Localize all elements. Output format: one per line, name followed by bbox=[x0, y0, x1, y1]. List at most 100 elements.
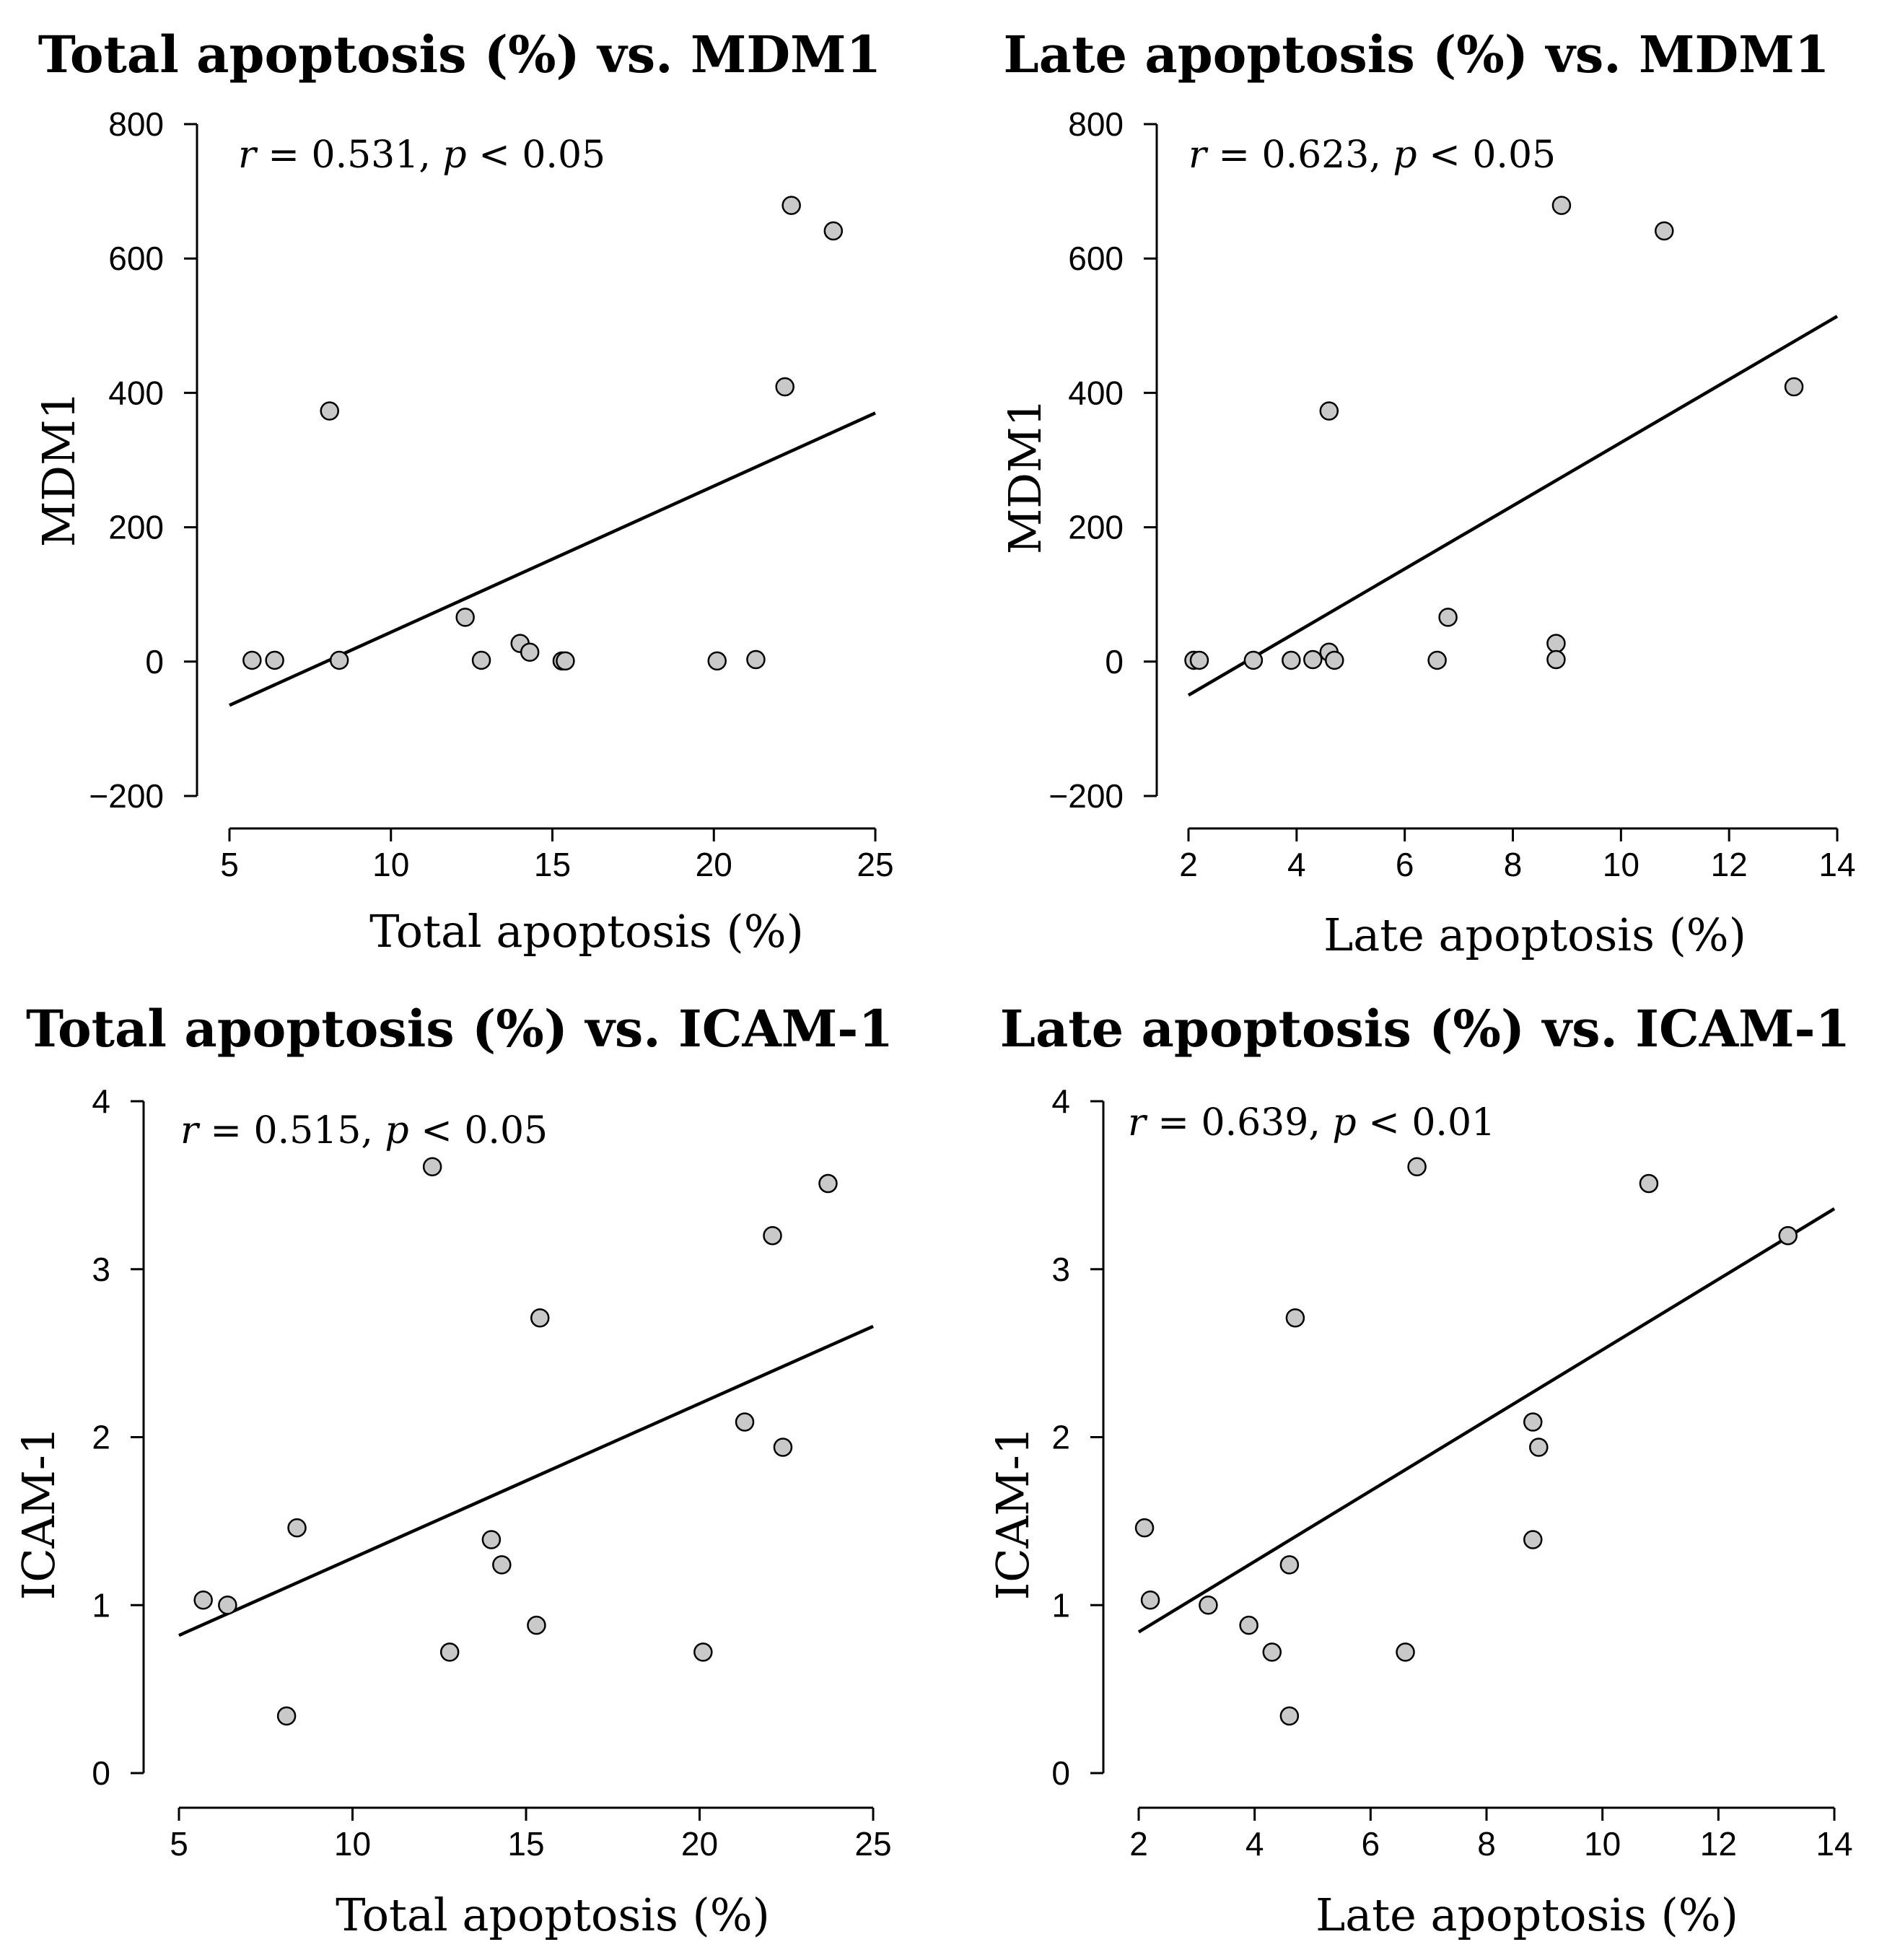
y-tick-label: 600 bbox=[108, 240, 164, 277]
data-point bbox=[530, 1308, 550, 1328]
x-tick-label: 8 bbox=[1504, 846, 1523, 883]
y-tick-label: 3 bbox=[1051, 1251, 1070, 1288]
y-tick-label: 0 bbox=[1051, 1754, 1070, 1792]
data-point bbox=[329, 650, 349, 670]
data-point bbox=[1655, 221, 1674, 241]
x-tick-label: 10 bbox=[1603, 846, 1639, 883]
axes bbox=[1144, 123, 1839, 841]
data-point bbox=[746, 649, 766, 670]
x-tick-label: 14 bbox=[1816, 1825, 1852, 1863]
data-point bbox=[527, 1615, 546, 1635]
data-point bbox=[782, 196, 801, 215]
y-tick-label: 400 bbox=[1068, 374, 1124, 411]
panel-title: Total apoptosis (%) vs. ICAM-1 bbox=[26, 999, 893, 1059]
data-point bbox=[1639, 1173, 1659, 1194]
data-point bbox=[439, 1642, 460, 1662]
data-point bbox=[1285, 1308, 1305, 1328]
y-tick-label: 4 bbox=[1051, 1082, 1070, 1120]
data-point bbox=[320, 401, 339, 421]
data-point bbox=[242, 650, 262, 670]
regression-line bbox=[229, 411, 876, 707]
data-point bbox=[1523, 1412, 1543, 1432]
x-tick-label: 2 bbox=[1129, 1825, 1148, 1863]
y-tick-label: 800 bbox=[1068, 105, 1124, 143]
data-point bbox=[471, 650, 491, 670]
panel-total-apoptosis-vs-icam1: Total apoptosis (%) vs. ICAM-1 r = 0.515… bbox=[12, 999, 893, 1941]
data-point bbox=[1199, 1596, 1218, 1615]
x-tick-label: 8 bbox=[1477, 1825, 1496, 1863]
y-tick-label: 0 bbox=[145, 643, 164, 681]
x-axis-label: Total apoptosis (%) bbox=[369, 905, 804, 958]
data-point bbox=[1282, 650, 1301, 670]
y-tick-label: 2 bbox=[92, 1419, 110, 1456]
x-axis-label: Total apoptosis (%) bbox=[336, 1889, 770, 1941]
correlation-annotation: r = 0.623, p < 0.05 bbox=[1188, 134, 1556, 177]
data-point bbox=[735, 1412, 755, 1432]
data-point bbox=[520, 642, 540, 662]
data-point bbox=[556, 651, 575, 671]
y-tick-label: 1 bbox=[1051, 1586, 1070, 1624]
tick-labels: 5 10 15 20 25 0 1 2 3 4 bbox=[92, 1082, 891, 1863]
y-tick-label: 600 bbox=[1068, 240, 1124, 277]
x-tick-label: 25 bbox=[857, 846, 893, 883]
x-tick-label: 4 bbox=[1287, 846, 1306, 883]
regression-line bbox=[1187, 315, 1839, 697]
data-point bbox=[1279, 1555, 1300, 1575]
data-point bbox=[218, 1596, 237, 1615]
y-tick-label: 400 bbox=[108, 374, 164, 411]
data-point bbox=[422, 1157, 442, 1177]
data-point bbox=[1140, 1591, 1160, 1610]
x-tick-label: 6 bbox=[1362, 1825, 1380, 1863]
y-tick-label: 1 bbox=[92, 1586, 110, 1624]
y-tick-label: 0 bbox=[1105, 643, 1124, 681]
y-tick-label: 4 bbox=[92, 1082, 110, 1120]
panel-late-apoptosis-vs-icam1: Late apoptosis (%) vs. ICAM-1 r = 0.639,… bbox=[986, 999, 1853, 1941]
x-tick-label: 5 bbox=[220, 846, 239, 883]
tick-labels: 5 10 15 20 25 −200 0 200 400 600 800 bbox=[89, 105, 893, 883]
data-point bbox=[287, 1518, 307, 1538]
data-point bbox=[1778, 1225, 1798, 1246]
data-point bbox=[773, 1438, 793, 1457]
data-point bbox=[1325, 650, 1344, 670]
regression-line bbox=[178, 1324, 874, 1637]
y-axis-label: MDM1 bbox=[999, 398, 1051, 554]
tick-labels: 2 4 6 8 10 12 14 −200 0 200 400 600 800 bbox=[1048, 105, 1855, 883]
y-axis-label: ICAM-1 bbox=[12, 1427, 65, 1601]
data-point bbox=[1407, 1157, 1427, 1177]
data-point bbox=[1239, 1615, 1258, 1635]
data-point bbox=[265, 650, 284, 670]
data-point bbox=[707, 651, 727, 671]
correlation-annotation: r = 0.515, p < 0.05 bbox=[180, 1109, 548, 1152]
x-tick-label: 15 bbox=[534, 846, 571, 883]
data-point bbox=[1784, 377, 1804, 397]
data-point bbox=[1546, 649, 1566, 670]
data-point bbox=[1134, 1518, 1155, 1538]
y-tick-label: −200 bbox=[1048, 777, 1124, 815]
data-point bbox=[193, 1591, 213, 1610]
axes bbox=[184, 123, 877, 841]
data-point bbox=[276, 1706, 297, 1726]
x-tick-label: 12 bbox=[1700, 1825, 1737, 1863]
x-tick-label: 25 bbox=[854, 1825, 891, 1863]
x-axis-label: Late apoptosis (%) bbox=[1315, 1889, 1738, 1941]
y-axis-label: MDM1 bbox=[32, 391, 85, 547]
y-tick-label: 3 bbox=[92, 1251, 110, 1288]
x-tick-label: 14 bbox=[1818, 846, 1855, 883]
x-tick-label: 10 bbox=[334, 1825, 371, 1863]
data-point bbox=[763, 1225, 782, 1246]
data-point bbox=[1279, 1706, 1300, 1726]
data-point bbox=[481, 1530, 502, 1549]
y-tick-label: 200 bbox=[1068, 509, 1124, 546]
y-tick-label: 0 bbox=[92, 1754, 110, 1792]
data-point bbox=[1189, 650, 1209, 670]
data-point bbox=[693, 1642, 713, 1662]
data-point bbox=[823, 221, 844, 241]
panel-title: Total apoptosis (%) vs. MDM1 bbox=[38, 25, 881, 84]
x-tick-label: 20 bbox=[681, 1825, 718, 1863]
data-point bbox=[1546, 634, 1566, 653]
x-tick-label: 15 bbox=[507, 1825, 544, 1863]
data-point bbox=[1396, 1642, 1415, 1662]
data-point bbox=[775, 377, 794, 397]
